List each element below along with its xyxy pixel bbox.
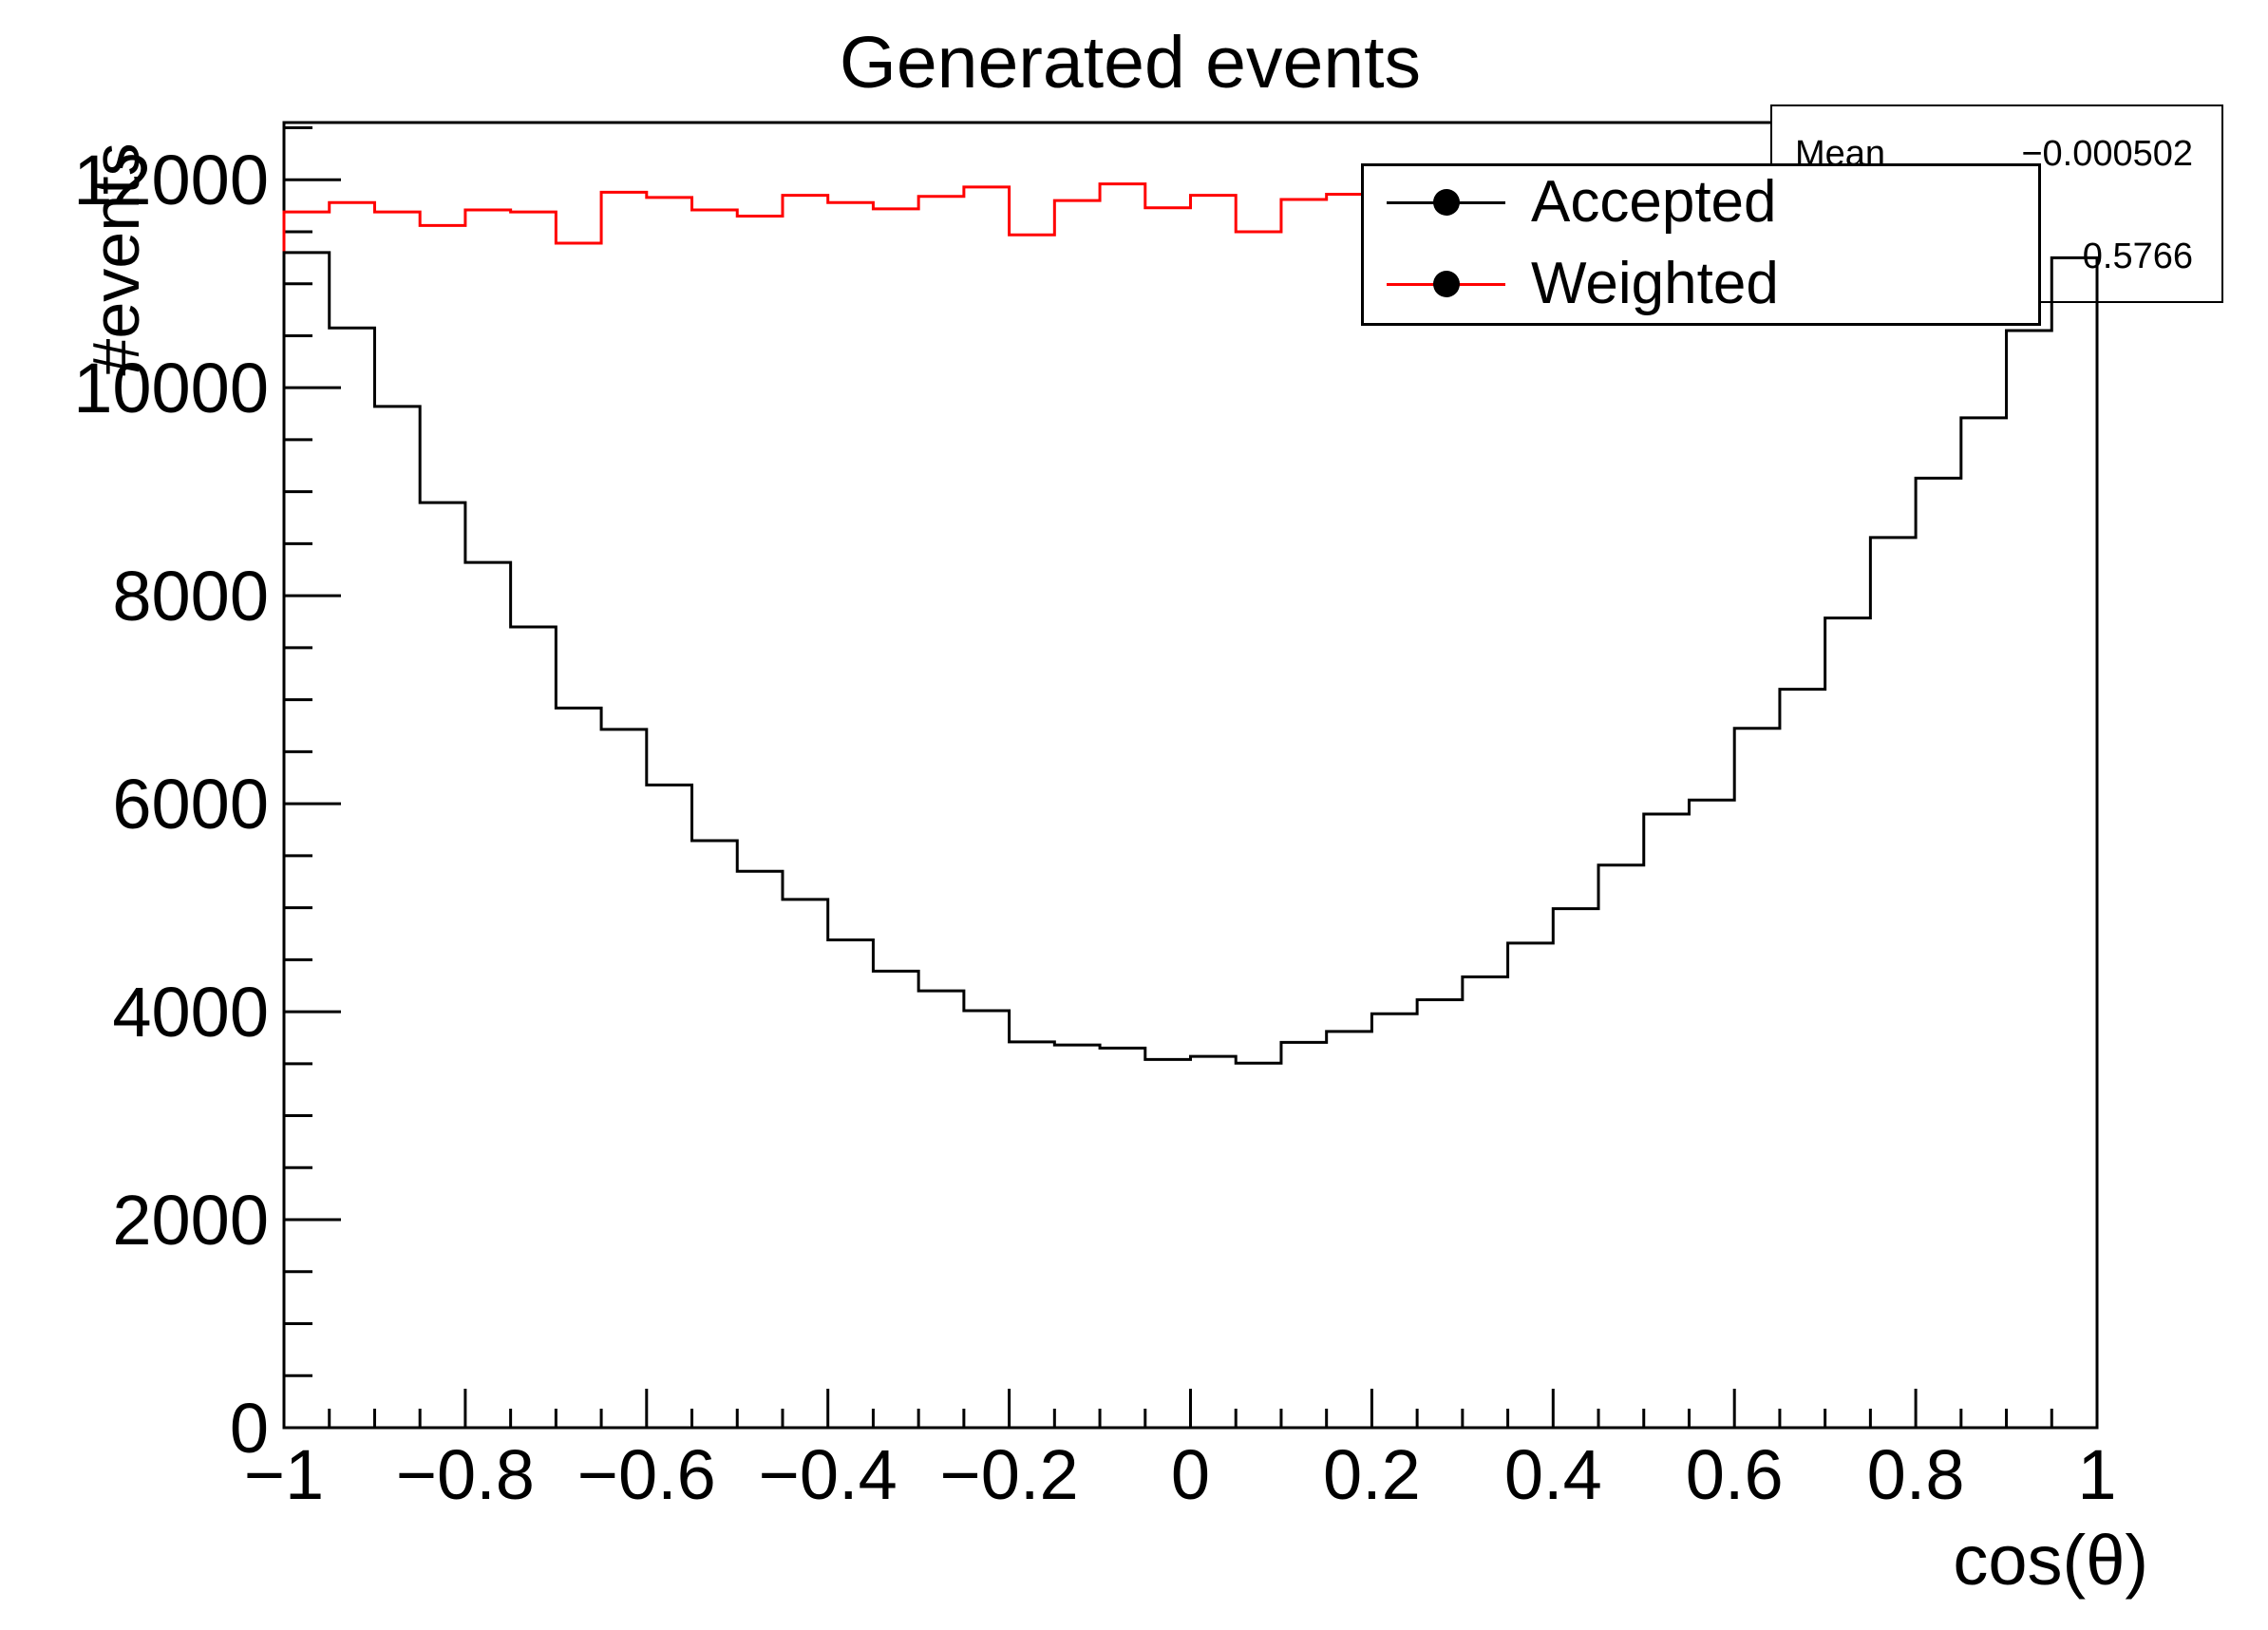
accepted-histogram-line (282, 251, 2099, 1428)
legend-label-accepted: Accepted (1531, 169, 1777, 235)
x-tick-label: 0.2 (1323, 1435, 1421, 1514)
y-tick-label: 12000 (73, 141, 269, 219)
x-tick-label: 0.8 (1867, 1435, 1965, 1514)
filled-circle-marker-icon (1433, 189, 1460, 216)
x-tick-label: 0.6 (1686, 1435, 1784, 1514)
y-tick-label: 0 (230, 1389, 269, 1468)
x-tick-label: −0.6 (577, 1435, 716, 1514)
y-tick-label: 4000 (112, 973, 269, 1052)
y-tick-label: 8000 (112, 557, 269, 635)
x-tick-label: −0.2 (940, 1435, 1079, 1514)
x-tick-label: −0.4 (759, 1435, 898, 1514)
x-tick-label: −0.8 (396, 1435, 535, 1514)
x-tick-label: 0 (1171, 1435, 1210, 1514)
stats-value-mean: −0.000502 (2021, 133, 2193, 174)
x-tick-label: 1 (2077, 1435, 2116, 1514)
x-tick-label: 0.4 (1504, 1435, 1602, 1514)
y-tick-label: 2000 (112, 1181, 269, 1260)
stats-value-stddev: 0.5766 (2082, 236, 2193, 276)
legend: Accepted Weighted (1361, 163, 2041, 326)
y-tick-label: 10000 (73, 349, 269, 427)
legend-label-weighted: Weighted (1531, 251, 1779, 316)
y-tick-label: 6000 (112, 765, 269, 843)
stats-row: 0.5766 (1772, 236, 2221, 276)
x-tick-label: −1 (244, 1435, 324, 1514)
chart-title: Generated events (839, 22, 1422, 104)
filled-circle-marker-icon (1433, 271, 1460, 297)
